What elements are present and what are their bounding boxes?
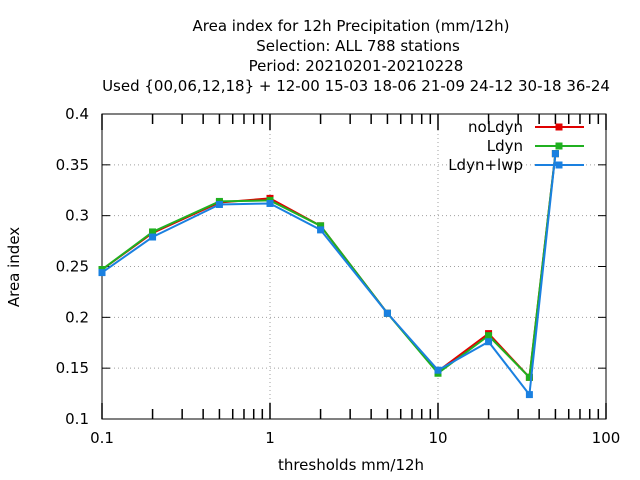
data-point <box>317 226 325 234</box>
y-tick-label: 0.15 <box>56 359 89 377</box>
x-tick-label: 100 <box>592 429 621 447</box>
legend-item: noLdyn <box>468 118 584 136</box>
series-ldyn <box>98 150 559 381</box>
title-line-2: Selection: ALL 788 stations <box>256 37 460 55</box>
y-tick-label: 0.25 <box>56 258 89 276</box>
y-tick-label: 0.35 <box>56 156 89 174</box>
legend-label: Ldyn+lwp <box>448 156 523 174</box>
chart-title: Area index for 12h Precipitation (mm/12h… <box>102 17 610 95</box>
y-tick-label: 0.1 <box>65 410 89 428</box>
tick-labels: 0.1 0.15 0.2 0.25 0.3 0.35 0.4 0.1 1 10 100 <box>56 105 621 447</box>
series-layer <box>98 150 559 399</box>
series-line <box>101 153 557 379</box>
data-point <box>551 150 559 158</box>
y-tick-label: 0.2 <box>65 308 89 326</box>
title-line-4: Used {00,06,12,18} + 12-00 15-03 18-06 2… <box>102 77 610 95</box>
series-ldyn-lwp <box>98 150 559 399</box>
data-point <box>434 366 442 374</box>
axis-ticks <box>101 113 607 420</box>
legend-item: Ldyn <box>487 137 584 155</box>
data-point <box>149 233 157 241</box>
y-axis-label: Area index <box>5 227 23 307</box>
data-point <box>525 391 533 399</box>
data-point <box>266 199 274 207</box>
legend-marker <box>555 123 563 131</box>
data-point <box>485 332 493 340</box>
y-tick-label: 0.3 <box>65 207 89 225</box>
series-line <box>101 153 557 396</box>
legend-label: noLdyn <box>468 118 523 136</box>
series-noldyn <box>98 150 559 381</box>
legend-item: Ldyn+lwp <box>448 156 584 174</box>
legend-label: Ldyn <box>487 137 523 155</box>
title-line-1: Area index for 12h Precipitation (mm/12h… <box>193 17 510 35</box>
data-point <box>98 269 106 277</box>
data-point <box>485 338 493 346</box>
title-line-3: Period: 20210201-20210228 <box>249 57 464 75</box>
x-tick-label: 0.1 <box>90 429 114 447</box>
data-point <box>525 373 533 381</box>
x-axis-label: thresholds mm/12h <box>278 456 424 474</box>
legend-marker <box>555 142 563 150</box>
x-tick-label: 10 <box>428 429 447 447</box>
data-point <box>383 309 391 317</box>
data-point <box>215 200 223 208</box>
y-tick-label: 0.4 <box>65 105 89 123</box>
legend-marker <box>555 161 563 169</box>
x-tick-label: 1 <box>265 429 275 447</box>
